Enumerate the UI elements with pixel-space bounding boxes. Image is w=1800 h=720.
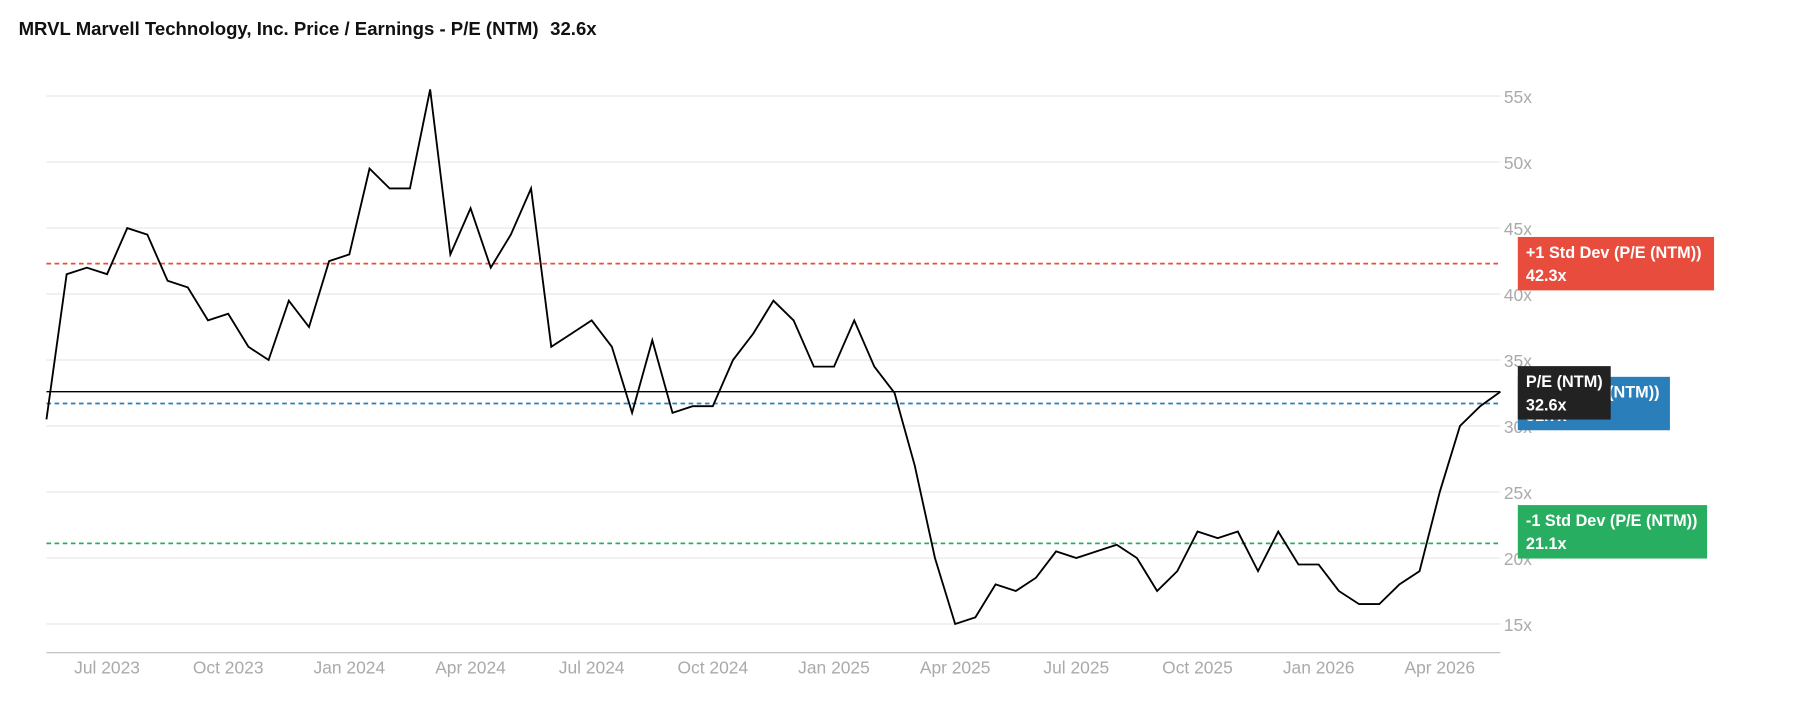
x-tick-label: Jul 2025 [1043,658,1109,678]
reference-label-value: 42.3x [1526,267,1567,285]
x-tick-label: Oct 2024 [678,658,749,678]
y-tick-label: 55x [1504,87,1532,107]
pe-line [45,89,1501,626]
x-tick-label: Apr 2025 [920,658,991,678]
chart-body: MRVL Marvell Technology, Inc. Price / Ea… [19,18,1715,678]
x-tick-label: Oct 2025 [1162,658,1233,678]
y-tick-label: 45x [1504,219,1532,239]
x-tick-label: Jan 2025 [798,658,870,678]
current-label-name: P/E (NTM) [1526,373,1603,391]
title-value: 32.6x [550,18,597,39]
x-tick-label: Jan 2024 [314,658,386,678]
reference-label-bg [1517,505,1708,559]
reference-label-name: +1 Std Dev (P/E (NTM)) [1526,244,1702,262]
reference-label-value: 21.1x [1526,535,1567,553]
title-text: MRVL Marvell Technology, Inc. Price / Ea… [19,18,539,39]
x-tick-label: Jul 2024 [559,658,625,678]
reference-label-name: -1 Std Dev (P/E (NTM)) [1526,512,1698,530]
current-label-value: 32.6x [1526,396,1567,414]
y-tick-label: 50x [1504,153,1532,173]
reference-label: -1 Std Dev (P/E (NTM)) 21.1x [1517,505,1708,559]
x-tick-label: Jul 2023 [74,658,140,678]
x-tick-label: Jan 2026 [1283,658,1355,678]
reference-label: +1 Std Dev (P/E (NTM)) 42.3x [1517,236,1715,291]
x-tick-label: Apr 2024 [435,658,506,678]
y-tick-label: 25x [1504,483,1532,503]
chart-title: MRVL Marvell Technology, Inc. Price / Ea… [19,18,598,39]
reference-label-bg [1517,236,1715,291]
x-tick-label: Apr 2026 [1404,658,1475,678]
current-label: P/E (NTM) 32.6x [1517,366,1611,420]
y-tick-label: 15x [1504,615,1532,635]
x-tick-label: Oct 2023 [193,658,264,678]
current-label-bg [1517,366,1611,420]
y-tick-label: 35x [1504,351,1532,371]
